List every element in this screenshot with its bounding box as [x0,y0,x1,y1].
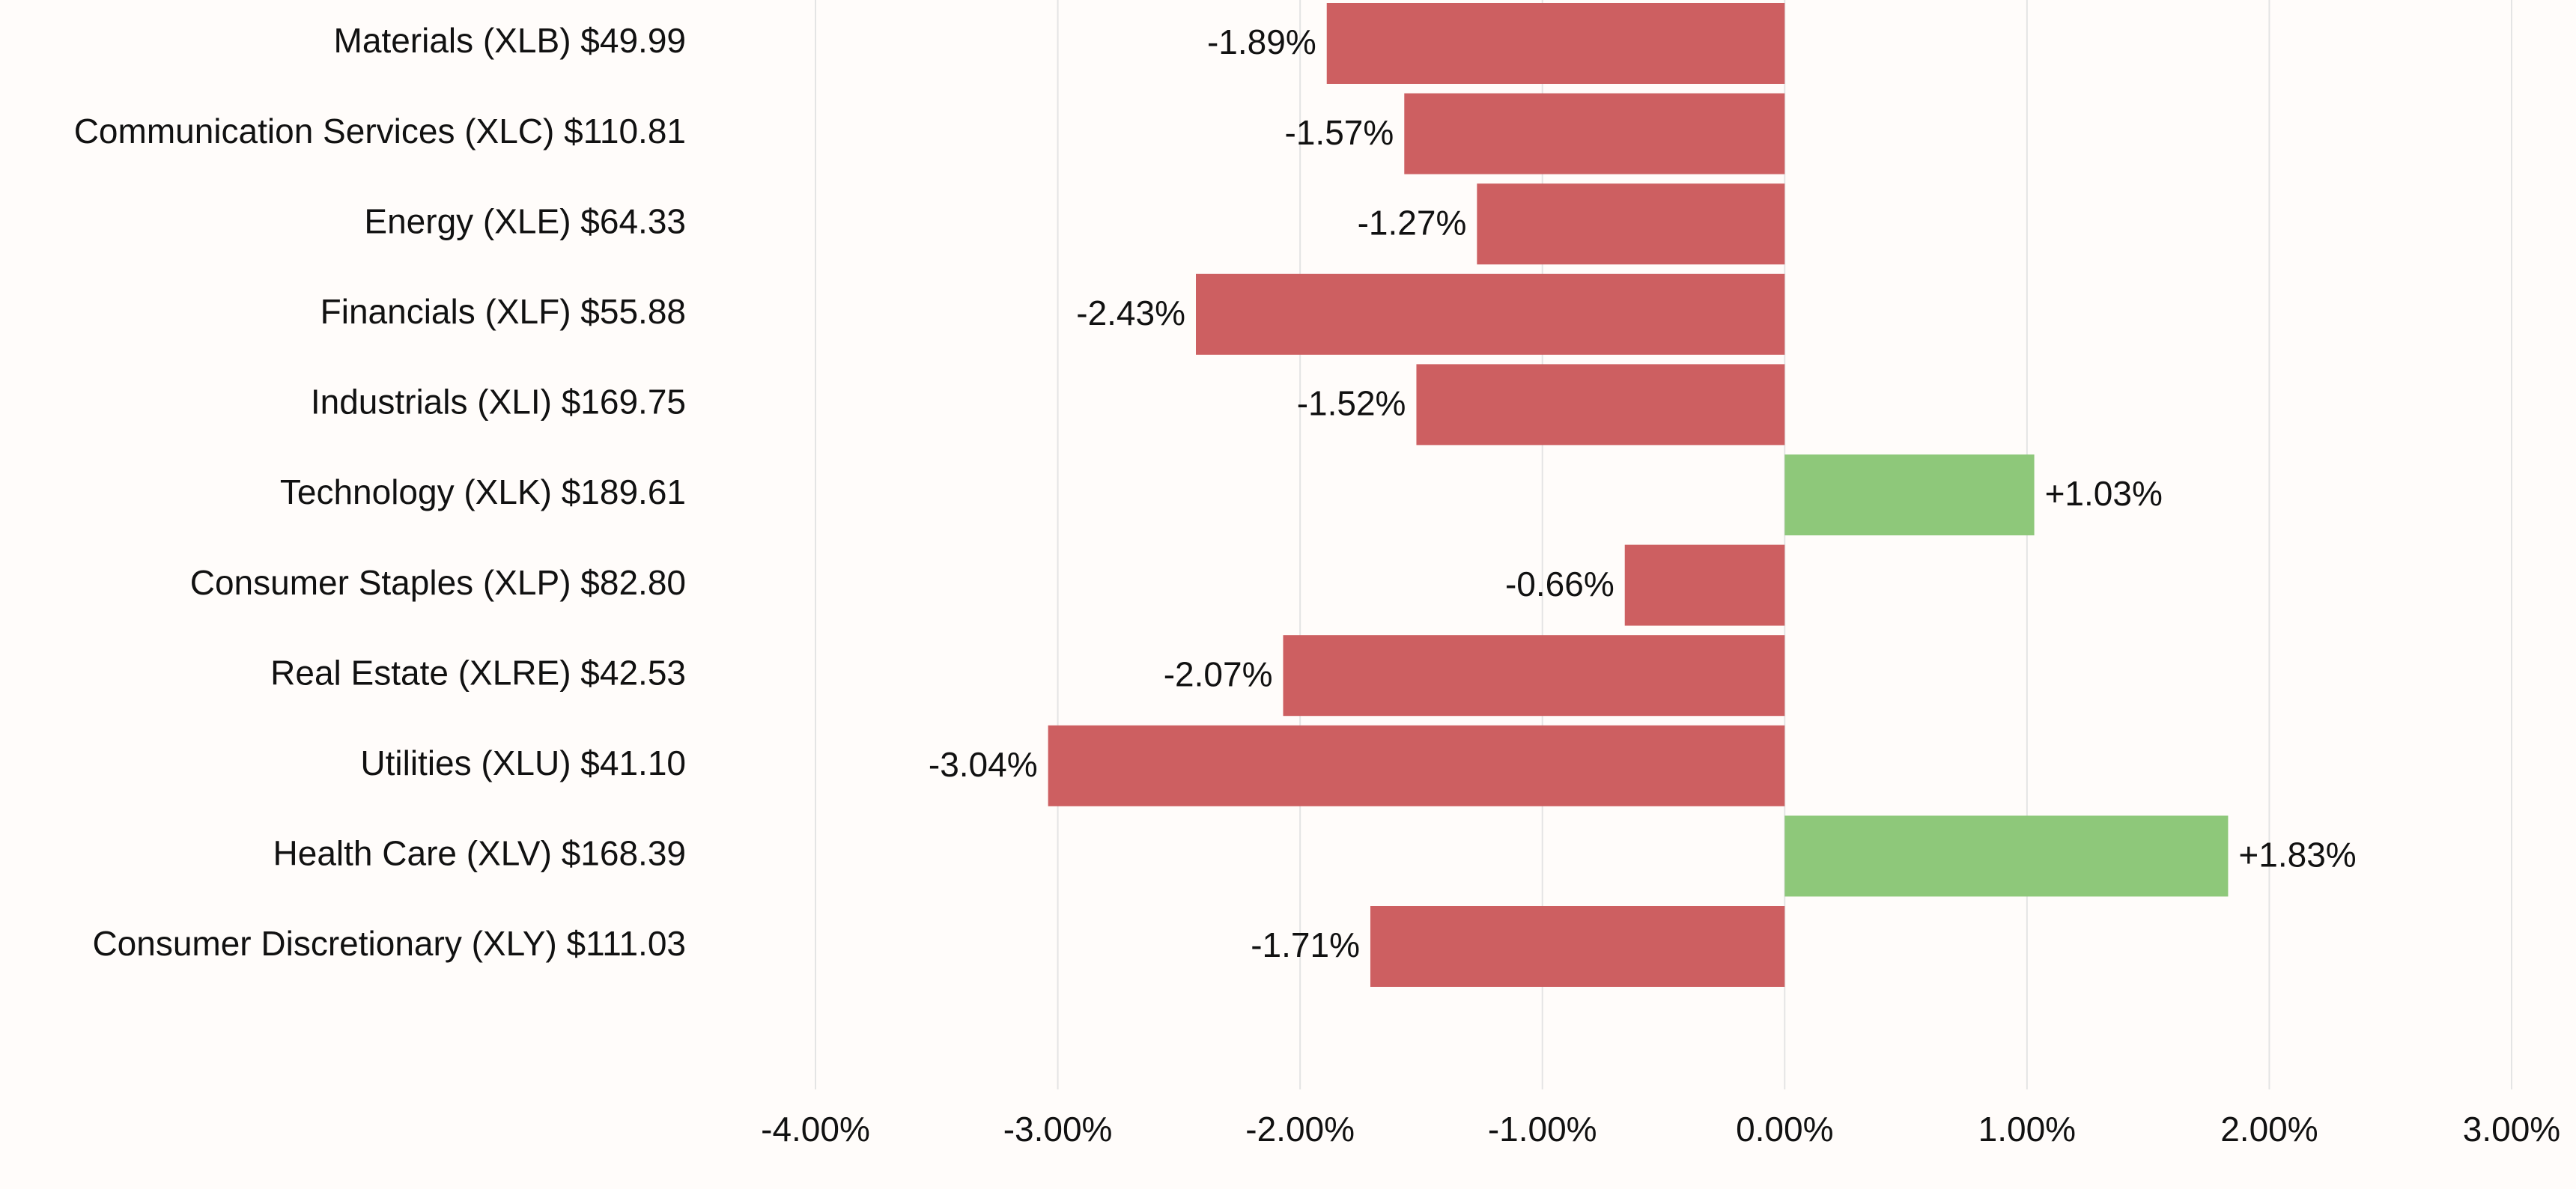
bar-8 [1048,725,1785,806]
bar-5 [1784,454,2035,535]
x-tick-label-4: 0.00% [1736,1110,1833,1149]
value-label-1: -1.57% [1285,113,1394,152]
value-label-2: -1.27% [1358,203,1467,242]
category-labels: Materials (XLB) $49.99 Communication Serv… [74,21,686,963]
category-label-7: Real Estate (XLRE) $42.53 [270,653,686,692]
value-label-4: -1.52% [1297,384,1406,423]
gridlines [815,0,2512,1089]
x-tick-label-7: 3.00% [2463,1110,2560,1149]
category-label-0: Materials (XLB) $49.99 [334,21,686,60]
category-label-3: Financials (XLF) $55.88 [321,292,686,331]
bar-3 [1196,273,1785,355]
value-label-5: +1.03% [2045,474,2163,513]
bar-4 [1416,364,1785,446]
category-label-1: Communication Services (XLC) $110.81 [74,112,686,150]
value-label-7: -2.07% [1164,654,1273,693]
x-tick-label-6: 2.00% [2220,1110,2318,1149]
x-tick-label-0: -4.00% [761,1110,870,1149]
value-label-0: -1.89% [1207,22,1316,61]
x-tick-label-2: -2.00% [1245,1110,1355,1149]
category-label-5: Technology (XLK) $189.61 [280,472,686,511]
bars [1048,3,2229,987]
x-axis-tick-labels: -4.00% -3.00% -2.00% -1.00% 0.00% 1.00% 2.00% 3… [761,1110,2560,1149]
category-label-10: Consumer Discretionary (XLY) $111.03 [92,924,686,963]
category-label-4: Industrials (XLI) $169.75 [311,383,686,422]
value-labels: -1.89% -1.57% -1.27% -2.43% -1.52% +1.03% -0.6… [929,22,2357,964]
bar-9 [1784,815,2229,897]
x-tick-label-5: 1.00% [1978,1110,2076,1149]
bar-10 [1370,906,1785,987]
value-label-3: -2.43% [1076,294,1185,332]
value-label-6: -0.66% [1505,565,1614,603]
x-tick-label-1: -3.00% [1003,1110,1113,1149]
bar-7 [1283,635,1785,717]
bar-0 [1326,3,1785,84]
x-tick-label-3: -1.00% [1488,1110,1597,1149]
category-label-8: Utilities (XLU) $41.10 [360,743,686,782]
value-label-10: -1.71% [1251,925,1360,964]
value-label-8: -3.04% [929,745,1038,784]
bar-2 [1477,183,1785,265]
category-label-6: Consumer Staples (XLP) $82.80 [190,563,686,602]
value-label-9: +1.83% [2238,836,2356,875]
category-label-9: Health Care (XLV) $168.39 [273,834,686,873]
category-label-2: Energy (XLE) $64.33 [364,201,686,240]
bar-6 [1624,544,1785,626]
bar-1 [1404,93,1785,174]
